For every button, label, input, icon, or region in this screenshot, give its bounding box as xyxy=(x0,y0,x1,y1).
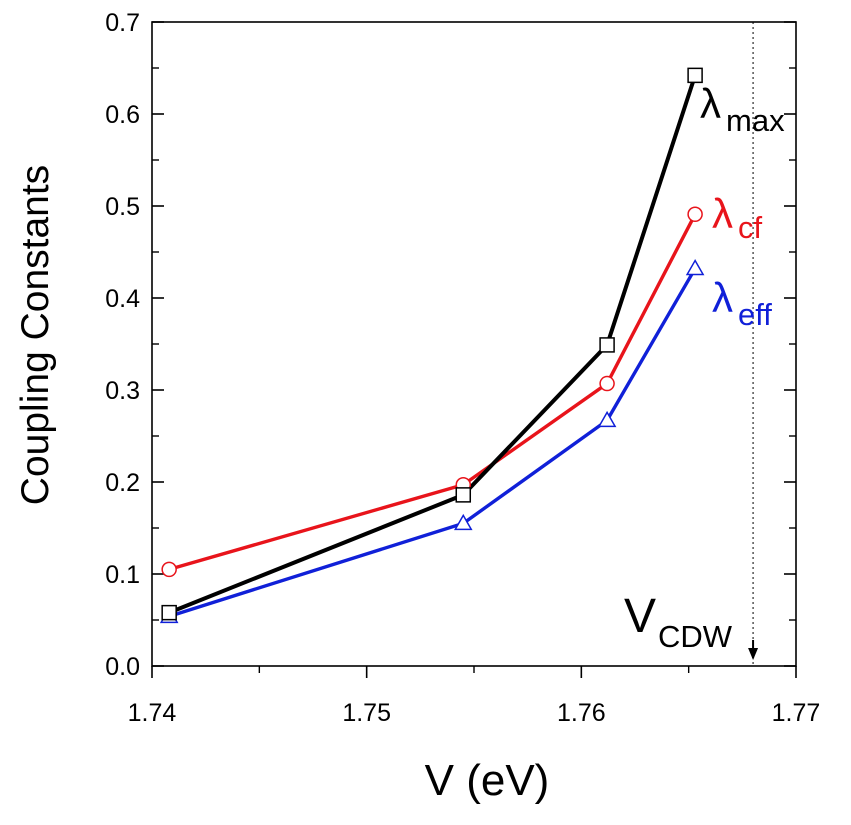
y-tick-label: 0.7 xyxy=(105,9,140,37)
data-series xyxy=(159,67,705,624)
marker-eff xyxy=(597,410,617,428)
y-tick-label: 0.0 xyxy=(105,653,140,681)
marker-max xyxy=(161,604,177,621)
x-axis-title: V (eV) xyxy=(425,756,550,805)
marker-cf xyxy=(161,561,177,578)
marker-eff xyxy=(453,513,473,531)
marker-max xyxy=(687,67,703,84)
marker-max xyxy=(599,337,615,353)
series-label-symbol-eff: λ xyxy=(712,274,733,321)
vcdw-label: V xyxy=(624,590,656,643)
y-tick-label: 0.6 xyxy=(105,101,140,129)
x-tick-label: 1.75 xyxy=(342,699,391,727)
series-line-cf xyxy=(168,213,697,572)
y-tick-label: 0.5 xyxy=(105,193,140,221)
y-tick-label: 0.3 xyxy=(105,377,140,405)
vcdw-subscript: CDW xyxy=(658,619,733,654)
y-tick-label: 0.4 xyxy=(105,285,140,313)
marker-cf xyxy=(599,375,615,392)
series-label-subscript-cf: cf xyxy=(738,210,763,245)
series-label-symbol-max: λ xyxy=(700,80,721,127)
x-tick-label: 1.74 xyxy=(128,699,177,727)
series-label-subscript-eff: eff xyxy=(738,297,772,332)
x-tick-label: 1.76 xyxy=(557,699,606,727)
y-axis-title: Coupling Constants xyxy=(14,165,57,505)
y-tick-label: 0.2 xyxy=(105,469,140,497)
marker-eff xyxy=(685,259,705,276)
x-tick-label: 1.77 xyxy=(772,699,821,727)
y-tick-label: 0.1 xyxy=(105,561,140,589)
marker-cf xyxy=(687,206,703,223)
marker-max xyxy=(455,487,472,503)
series-line-eff xyxy=(168,267,697,618)
vcdw-arrow-head xyxy=(748,648,759,660)
series-line-max xyxy=(168,74,698,615)
axes: 0.0 0.1 0.2 0.3 0.4 0.5 0.6 0.7 1.74 1.75 1.76 1.77… xyxy=(105,9,820,727)
series-label-subscript-max: max xyxy=(726,103,785,138)
series-label-symbol-cf: λ xyxy=(712,190,733,237)
